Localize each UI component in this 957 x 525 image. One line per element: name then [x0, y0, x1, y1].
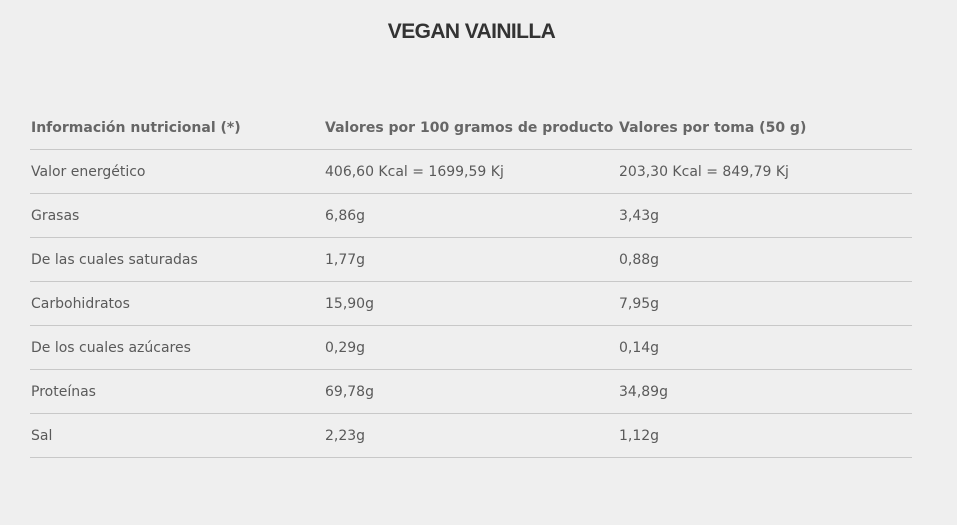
value-per-serving: 34,89g [618, 369, 912, 414]
value-per-100g: 6,86g [324, 193, 618, 238]
value-per-serving: 0,88g [618, 237, 912, 282]
table-row: Carbohidratos 15,90g 7,95g [30, 281, 912, 326]
table-row: De las cuales saturadas 1,77g 0,88g [30, 237, 912, 282]
value-per-100g: 2,23g [324, 413, 618, 458]
column-header-nutrient: Información nutricional (*) [30, 106, 324, 150]
table-header-row: Información nutricional (*) Valores por … [30, 106, 912, 150]
column-header-per-serving: Valores por toma (50 g) [618, 106, 912, 150]
nutrient-name: De los cuales azúcares [30, 325, 324, 370]
nutrient-name: De las cuales saturadas [30, 237, 324, 282]
value-per-100g: 69,78g [324, 369, 618, 414]
value-per-100g: 1,77g [324, 237, 618, 282]
value-per-100g: 15,90g [324, 281, 618, 326]
table-row: De los cuales azúcares 0,29g 0,14g [30, 325, 912, 370]
nutrient-name: Carbohidratos [30, 281, 324, 326]
value-per-serving: 203,30 Kcal = 849,79 Kj [618, 149, 912, 194]
table-row: Proteínas 69,78g 34,89g [30, 369, 912, 414]
table-row: Sal 2,23g 1,12g [30, 413, 912, 458]
table-row: Grasas 6,86g 3,43g [30, 193, 912, 238]
nutrient-name: Sal [30, 413, 324, 458]
value-per-100g: 406,60 Kcal = 1699,59 Kj [324, 149, 618, 194]
value-per-serving: 7,95g [618, 281, 912, 326]
value-per-100g: 0,29g [324, 325, 618, 370]
value-per-serving: 1,12g [618, 413, 912, 458]
value-per-serving: 0,14g [618, 325, 912, 370]
table-row: Valor energético 406,60 Kcal = 1699,59 K… [30, 149, 912, 194]
nutrient-name: Proteínas [30, 369, 324, 414]
nutrition-table: Información nutricional (*) Valores por … [30, 106, 912, 458]
page-title: VEGAN VAINILLA [387, 20, 556, 43]
nutrient-name: Valor energético [30, 149, 324, 194]
nutrient-name: Grasas [30, 193, 324, 238]
column-header-per-100g: Valores por 100 gramos de producto [324, 106, 618, 150]
value-per-serving: 3,43g [618, 193, 912, 238]
